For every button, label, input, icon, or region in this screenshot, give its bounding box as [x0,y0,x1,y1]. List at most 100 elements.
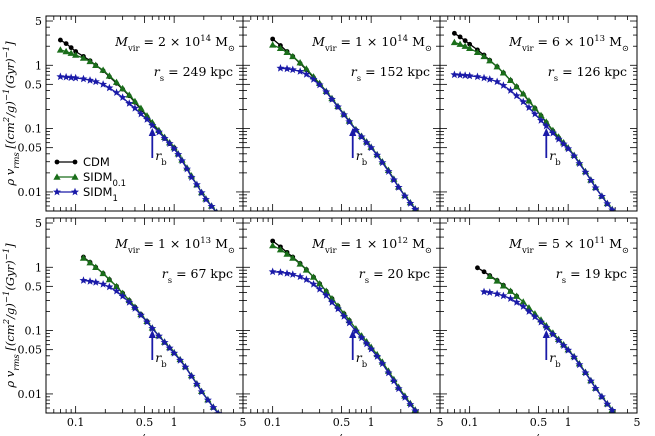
point-SIDM1 [619,419,627,427]
point-CDM [270,238,276,244]
point-SIDM1 [209,403,218,411]
point-SIDM1 [575,159,584,167]
rb-label: rb [155,350,167,370]
panel-series [269,36,429,224]
panel-series [475,265,627,427]
point-SIDM1 [340,110,348,119]
point-SIDM1 [530,312,539,321]
rb-label: rb [155,148,167,168]
point-SIDM0.1 [137,104,145,111]
point-SIDM0.1 [296,59,304,66]
point-SIDM1 [480,287,488,296]
point-SIDM0.1 [480,52,488,60]
point-SIDM1 [67,73,76,81]
point-SIDM1 [608,406,617,413]
point-SIDM0.1 [473,48,482,56]
point-SIDM1 [603,199,612,208]
x-tick-label: 0.1 [264,416,282,429]
point-SIDM1 [394,183,403,191]
panel-rs-label: rs = 20 kpc [359,266,430,286]
x-tick-label: 0.5 [530,416,548,429]
point-SIDM1 [548,330,557,338]
point-SIDM1 [112,88,121,96]
x-axis-label: r/rs [529,431,549,436]
panel-rs-label: rs = 19 kpc [556,266,627,286]
panel-4: rb Mvir = 1 × 1013 M⊙ rs = 67 kpc 0.01 0.05 0… [2,217,247,436]
point-SIDM0.1 [269,41,277,48]
point-SIDM1 [450,70,459,79]
point-SIDM0.1 [86,259,94,266]
point-SIDM1 [581,368,590,377]
point-SIDM1 [564,144,573,153]
point-SIDM0.1 [525,304,533,311]
point-CDM [68,45,74,51]
point-CDM [467,41,473,47]
point-SIDM0.1 [493,277,501,284]
point-SIDM0.1 [302,266,310,273]
point-SIDM0.1 [283,48,291,56]
x-tick-label: 0.1 [461,416,479,429]
point-SIDM0.1 [513,83,521,90]
point-SIDM1 [586,176,595,184]
point-SIDM1 [493,77,502,86]
point-SIDM0.1 [79,254,88,261]
point-SIDM1 [86,277,94,285]
point-SIDM1 [105,282,114,291]
point-SIDM0.1 [86,57,94,65]
point-SIDM1 [309,75,318,83]
point-SIDM1 [345,318,354,327]
point-SIDM1 [400,393,409,401]
panel-mass-label: Mvir = 1 × 1012 M⊙ [311,236,432,256]
panel-mass-label: Mvir = 6 × 1013 M⊙ [508,34,629,54]
point-SIDM0.1 [422,218,429,224]
point-SIDM1 [608,205,617,211]
point-SIDM0.1 [125,91,133,98]
point-SIDM0.1 [56,46,64,53]
point-SIDM0.1 [220,416,227,422]
point-CDM [451,30,457,36]
point-SIDM1 [525,307,533,315]
rb-arrow: rb [349,330,368,370]
point-SIDM1 [71,73,80,82]
point-SIDM1 [357,333,366,342]
point-SIDM1 [586,376,595,385]
point-SIDM0.1 [506,287,515,294]
point-SIDM1 [411,205,420,211]
point-SIDM1 [214,409,223,413]
point-SIDM0.1 [92,263,100,270]
point-SIDM1 [564,346,573,354]
legend-marker [72,159,78,165]
point-SIDM1 [276,64,285,72]
point-SIDM0.1 [537,111,545,119]
point-SIDM0.1 [131,97,139,104]
point-SIDM0.1 [422,420,429,426]
panel-rs-label: rs = 152 kpc [351,64,430,84]
point-SIDM0.1 [519,90,527,97]
panel-rs-label: rs = 249 kpc [154,64,233,84]
legend-marker [53,173,61,180]
point-SIDM1 [154,127,163,136]
point-SIDM0.1 [119,84,127,92]
point-SIDM0.1 [92,61,100,68]
point-SIDM1 [118,292,127,300]
point-SIDM1 [322,291,331,299]
point-SIDM1 [530,109,539,118]
x-tick-label: 0.1 [67,416,85,429]
rb-arrow: rb [542,330,561,370]
point-SIDM0.1 [105,72,113,79]
point-SIDM1 [187,173,196,181]
point-SIDM1 [480,73,488,82]
x-tick-label: 5 [240,416,247,429]
point-SIDM1 [268,267,277,276]
point-SIDM0.1 [289,52,297,60]
legend-label: SIDM0.1 [83,170,126,189]
panel-rs-label: rs = 67 kpc [162,266,233,286]
point-SIDM1 [223,220,231,228]
panel-6: rb Mvir = 5 × 1011 M⊙ rs = 19 kpc 0.1 0.5 1 5 r… [439,217,641,436]
point-SIDM1 [559,341,568,349]
point-SIDM1 [499,81,508,89]
legend-label: CDM [83,155,110,169]
panel-mass-label: Mvir = 2 × 1014 M⊙ [114,34,235,54]
point-SIDM1 [619,218,627,226]
point-SIDM0.1 [486,57,494,64]
